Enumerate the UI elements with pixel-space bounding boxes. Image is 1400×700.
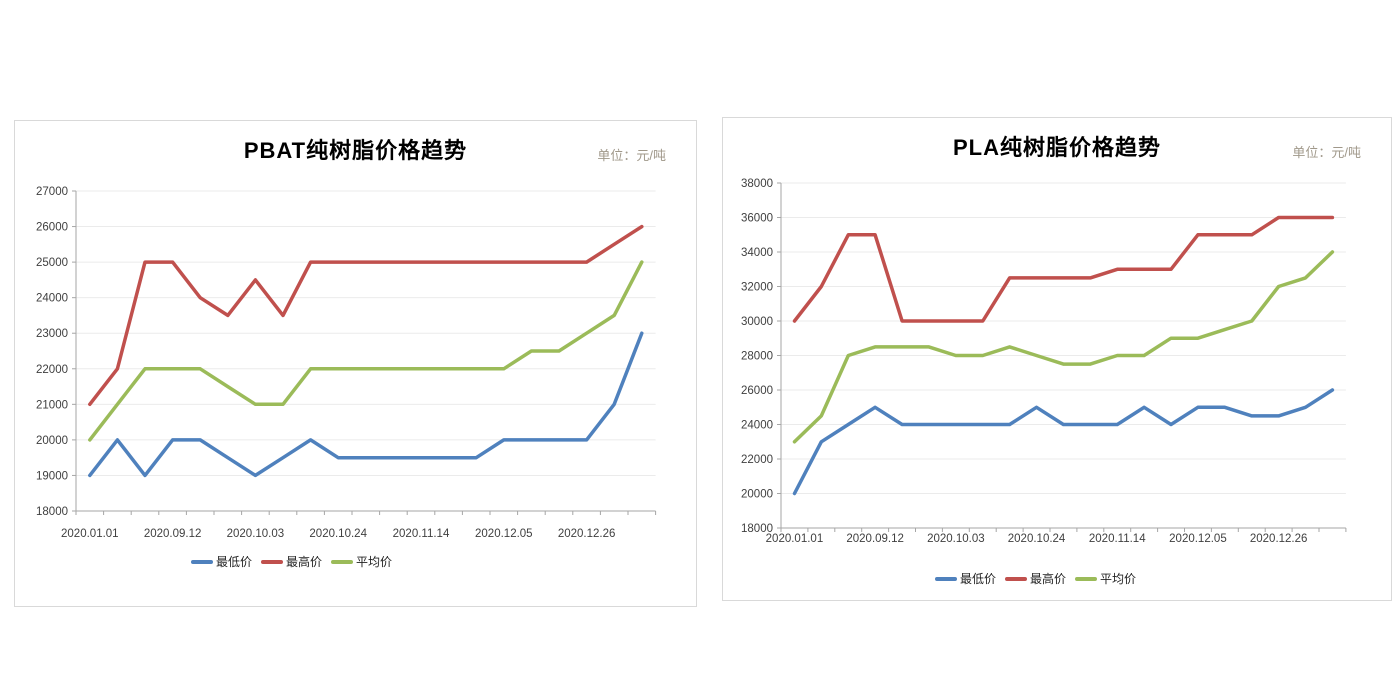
x-tick-label: 2020.10.03: [227, 528, 285, 540]
legend-item-avg-price: 平均价: [1075, 570, 1136, 587]
y-tick-label: 22000: [36, 364, 68, 376]
y-tick-label: 36000: [741, 213, 773, 225]
pbat-plot-area: 18000 19000 20000 21000 22000 23000 24000 25000…: [36, 186, 657, 540]
pla-chart-title: PLA纯树脂价格趋势: [952, 135, 1161, 160]
x-tick-label: 2020.12.26: [1250, 533, 1308, 545]
y-tick-label: 26000: [741, 385, 773, 397]
pbat-legend: 最低价 最高价 平均价: [191, 553, 392, 570]
y-axis-labels: 18000 19000 20000 21000 22000 23000 24000 25000…: [36, 186, 68, 518]
legend-avg-price-dash-icon: [331, 559, 354, 564]
x-tick-label: 2020.10.03: [927, 533, 985, 545]
x-tick-label: 2020.12.05: [475, 528, 533, 540]
y-tick-label: 20000: [741, 489, 773, 501]
pla-chart-panel: 18000 20000 22000 24000 26000 28000 30000 32000…: [722, 117, 1392, 601]
series-line-max-price: [88, 224, 644, 407]
x-tick-label: 2020.09.12: [846, 533, 904, 545]
x-tick-label: 2020.11.14: [393, 528, 450, 540]
gridlines: [76, 190, 656, 476]
y-tick-label: 23000: [36, 328, 68, 340]
y-tick-label: 21000: [36, 399, 68, 411]
y-tick-label: 24000: [741, 420, 773, 432]
y-tick-label: 22000: [741, 454, 773, 466]
x-tick-label: 2020.12.26: [558, 528, 616, 540]
x-tick-label: 2020.10.24: [309, 528, 367, 540]
pla-plot-area: 18000 20000 22000 24000 26000 28000 30000 32000…: [741, 178, 1347, 545]
series-line-min-price: [88, 331, 644, 478]
legend-min-price-dash-icon: [191, 559, 213, 564]
y-tick-label: 26000: [36, 222, 68, 234]
y-tick-label: 27000: [36, 186, 68, 198]
axes: [72, 190, 657, 515]
legend-max-price-label: 最高价: [1030, 572, 1067, 586]
y-tick-label: 38000: [741, 178, 773, 190]
series-line-avg-price: [792, 250, 1335, 444]
legend-item-min-price: 最低价: [935, 570, 996, 587]
legend-avg-price-label: 平均价: [356, 555, 393, 569]
y-tick-label: 28000: [741, 351, 773, 363]
y-tick-label: 18000: [741, 523, 773, 535]
x-tick-label: 2020.09.12: [144, 528, 202, 540]
x-tick-label: 2020.10.24: [1008, 533, 1066, 545]
pbat-chart-panel: 18000 19000 20000 21000 22000 23000 24000 25000…: [14, 120, 697, 607]
y-tick-label: 34000: [741, 247, 773, 259]
legend-item-avg-price: 平均价: [331, 553, 392, 570]
legend-min-price-dash-icon: [935, 576, 957, 581]
y-tick-label: 18000: [36, 506, 68, 518]
legend-min-price-label: 最低价: [960, 572, 997, 586]
legend-min-price-label: 最低价: [216, 555, 253, 569]
y-tick-label: 25000: [36, 257, 68, 269]
axes: [777, 182, 1347, 532]
legend-max-price-label: 最高价: [286, 555, 323, 569]
x-axis-labels: 2020.01.01 2020.09.12 2020.10.03 2020.10.24…: [766, 533, 1308, 545]
series-line-avg-price: [88, 260, 644, 442]
x-tick-label: 2020.12.05: [1169, 533, 1227, 545]
pla-unit-label: 单位：元/吨: [1292, 145, 1361, 160]
x-tick-label: 2020.01.01: [766, 533, 824, 545]
legend-item-min-price: 最低价: [191, 553, 252, 570]
x-tick-label: 2020.11.14: [1089, 533, 1146, 545]
gridlines: [781, 182, 1346, 494]
legend-item-max-price: 最高价: [1005, 570, 1066, 587]
legend-avg-price-dash-icon: [1075, 576, 1098, 581]
legend-item-max-price: 最高价: [261, 553, 322, 570]
pbat-chart-title: PBAT纯树脂价格趋势: [243, 138, 468, 163]
legend-max-price-dash-icon: [1005, 576, 1028, 581]
y-tick-label: 30000: [741, 316, 773, 328]
y-tick-label: 19000: [36, 470, 68, 482]
y-tick-label: 32000: [741, 282, 773, 294]
y-axis-labels: 18000 20000 22000 24000 26000 28000 30000 32000…: [741, 178, 773, 535]
y-tick-label: 20000: [36, 435, 68, 447]
series-line-max-price: [792, 215, 1335, 323]
pbat-unit-label: 单位：元/吨: [597, 148, 666, 163]
pla-legend: 最低价 最高价 平均价: [935, 570, 1136, 587]
x-tick-label: 2020.01.01: [61, 528, 119, 540]
legend-max-price-dash-icon: [261, 559, 284, 564]
legend-avg-price-label: 平均价: [1100, 572, 1137, 586]
y-tick-label: 24000: [36, 293, 68, 305]
series-line-min-price: [792, 388, 1335, 496]
x-axis-labels: 2020.01.01 2020.09.12 2020.10.03 2020.10.24…: [61, 528, 615, 540]
